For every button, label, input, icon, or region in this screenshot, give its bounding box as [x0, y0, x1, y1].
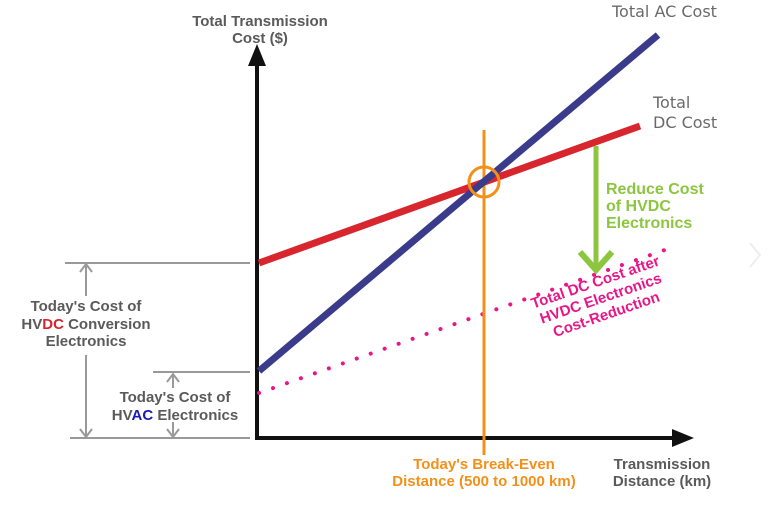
- y-axis-title-line2: Cost ($): [232, 30, 288, 47]
- hvac-cost-line2: HVAC Electronics: [112, 407, 238, 424]
- break-even-line2: Distance (500 to 1000 km): [392, 473, 575, 490]
- arrow-down-icon: [577, 250, 615, 275]
- reduced-dc-cost-line: [257, 244, 678, 395]
- ac-cost-line: [256, 32, 661, 374]
- dc-cost-label-line2: DC Cost: [653, 113, 717, 132]
- x-axis-title-line1: Transmission: [614, 456, 711, 473]
- x-axis-arrow-icon: [672, 429, 694, 447]
- dc-cost-label-line1: Total: [652, 93, 690, 112]
- break-even-circle: [467, 165, 501, 199]
- hvdc-cost-line2: HVDC Conversion: [21, 316, 150, 333]
- x-axis-title-line2: Distance (km): [613, 473, 711, 490]
- hvac-cost-line1: Today's Cost of: [120, 389, 232, 406]
- y-axis-title-line1: Total Transmission: [192, 13, 328, 30]
- reduce-cost-line1: Reduce Cost: [606, 181, 704, 198]
- reduce-cost-line2: of HVDC: [606, 198, 671, 215]
- dc-cost-line: [257, 122, 642, 267]
- hvdc-cost-line1: Today's Cost of: [31, 298, 143, 315]
- y-axis-arrow-icon: [248, 44, 266, 66]
- arrow-down-icon: [166, 428, 180, 439]
- arrow-up-icon: [79, 262, 93, 273]
- reduce-cost-line3: Electronics: [606, 215, 692, 232]
- arrow-up-icon: [166, 372, 180, 383]
- dimension-lines: [65, 262, 250, 439]
- ac-cost-label: Total AC Cost: [611, 2, 717, 21]
- arrow-down-icon: [79, 428, 93, 439]
- chevron-right-icon[interactable]: [749, 242, 762, 268]
- hvdc-cost-line3: Electronics: [46, 333, 127, 350]
- break-even-line1: Today's Break-Even: [413, 456, 555, 473]
